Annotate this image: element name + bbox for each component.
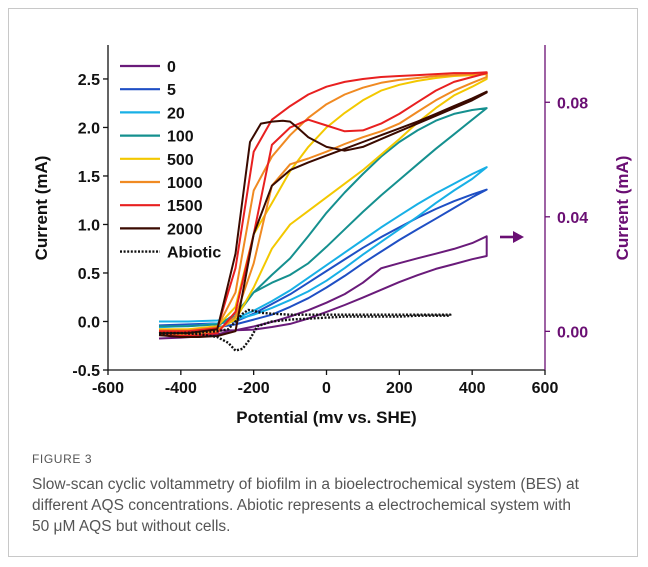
x-tick-label: 600: [532, 380, 559, 397]
y-tick-label: -0.5: [72, 363, 100, 380]
x-tick-label: 400: [459, 380, 486, 397]
x-tick-label: -400: [165, 380, 197, 397]
x-tick-label: -600: [92, 380, 124, 397]
legend-label-0: 0: [167, 59, 176, 76]
legend-label-5: 5: [167, 82, 176, 99]
legend-label-500: 500: [167, 152, 194, 169]
x-tick-label: 0: [322, 380, 331, 397]
y-tick-label: 0.0: [78, 314, 100, 331]
series-line-100: [158, 107, 488, 335]
y-axis-title: Current (mA): [32, 156, 51, 261]
y-tick-label: 2.5: [78, 72, 100, 89]
cyclic-voltammetry-chart: -600 -400 -200 0 200 400 600-0.50.00.51.01.52.…: [32, 45, 632, 427]
y-tick-label: 0.5: [78, 266, 100, 283]
y-tick-label: 1.0: [78, 217, 100, 234]
y-tick-label: 1.5: [78, 169, 100, 186]
legend-label-2000: 2000: [167, 221, 203, 238]
figure-caption: Slow-scan cyclic voltammetry of biofilm …: [32, 476, 579, 535]
legend-label-1500: 1500: [167, 198, 203, 215]
plot-area: [158, 71, 488, 352]
y-tick-label: 2.0: [78, 120, 100, 137]
figure-label: FIGURE 3: [32, 452, 93, 466]
legend-label-abiotic: Abiotic: [167, 245, 221, 262]
legend-label-100: 100: [167, 129, 194, 146]
series-line-1500: [158, 71, 488, 337]
x-axis-title: Potential (mv vs. SHE): [236, 408, 416, 427]
y2-tick-label: 0.08: [557, 95, 588, 112]
x-tick-label: -200: [238, 380, 270, 397]
axes: -600 -400 -200 0 200 400 600-0.50.00.51.01.52.…: [32, 45, 632, 427]
right-axis-arrow-head: [513, 231, 524, 243]
series-line-5: [158, 188, 488, 335]
series-line-20: [158, 166, 488, 329]
series-line-abiotic: [158, 308, 452, 352]
annotations: [500, 231, 524, 243]
y2-axis-title: Current (mA): [613, 156, 632, 261]
legend-label-1000: 1000: [167, 175, 203, 192]
legend-label-20: 20: [167, 105, 185, 122]
y2-tick-label: 0.04: [557, 210, 588, 227]
x-tick-label: 200: [386, 380, 413, 397]
y2-tick-label: 0.00: [557, 324, 588, 341]
legend: 0 5 20 100 500 1000 1500 2000 Abiotic: [120, 59, 221, 262]
series-line-2000: [158, 90, 488, 338]
